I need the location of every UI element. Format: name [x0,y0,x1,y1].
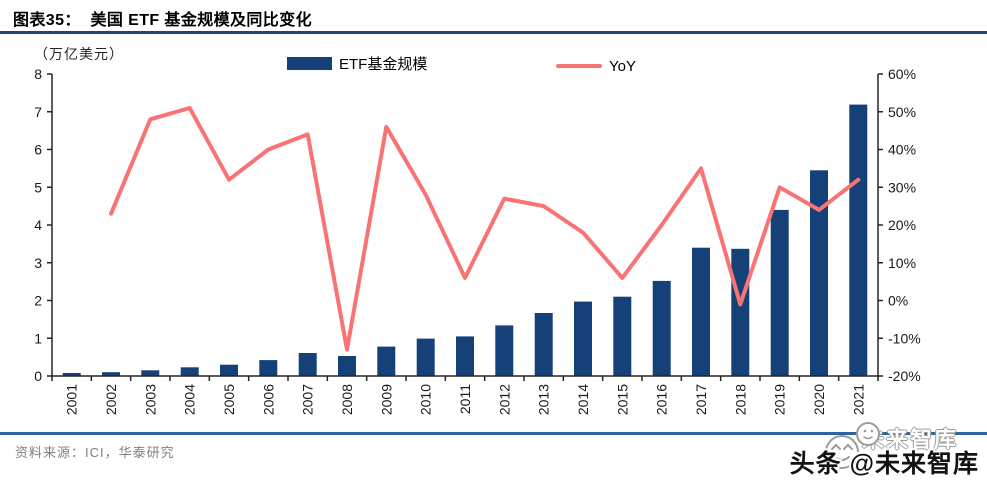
y-left-tick-label: 3 [34,255,42,271]
watermark-main-text: 头条 @未来智库 [789,450,979,478]
source-text: 资料来源：ICI，华泰研究 [15,445,175,460]
bar-2020 [810,170,828,376]
x-category-label: 2020 [811,384,827,415]
etf-combo-chart: 0 1 2 3 4 5 6 7 8 -20% -10% 0% 10% 20% 30% 40% 50% 60% 200… [34,66,921,415]
axis-unit-label: （万亿美元） [34,46,124,62]
y-left-tick-label: 4 [34,217,42,233]
x-category-label: 2011 [457,384,473,414]
x-category-label: 2021 [850,384,866,415]
x-category-label: 2019 [772,384,788,415]
legend-label-etf: ETF基金规模 [339,55,428,73]
bar-2009 [377,346,396,376]
chart-title: 图表35： 美国 ETF 基金规模及同比变化 [13,12,312,29]
x-category-label: 2002 [103,384,119,415]
y-right-tick-label: 60% [888,66,916,82]
bar-2021 [849,104,868,376]
y-left-tick-label: 6 [34,142,42,158]
x-category-label: 2006 [260,384,276,415]
y-right-tick-label: 10% [888,255,916,271]
bar-2013 [534,313,553,376]
bar-2012 [495,325,514,376]
bar-2014 [574,301,592,376]
bar-2015 [613,296,632,376]
x-category-label: 2010 [418,384,434,415]
y-right-tick-label: 50% [888,104,916,120]
bar-2007 [298,353,317,376]
legend-item-yoy: YoY [556,57,636,75]
y-right-tick-label: -10% [888,330,921,346]
legend-swatch-line-icon [556,64,602,68]
y-left-tick-label: 8 [34,66,42,82]
bar-2019 [770,209,789,376]
y-right-tick-label: 20% [888,217,916,233]
y-right-tick-label: 30% [888,179,916,195]
x-category-label: 2014 [575,384,591,415]
y-left-tick-label: 0 [34,368,42,384]
legend-item-etf: ETF基金规模 [287,55,428,73]
bar-2002 [102,372,120,376]
watermark: 未来智库 头条 @未来智库 [720,412,987,487]
y-left-tick-label: 5 [34,179,42,195]
x-category-label: 2008 [339,384,355,415]
x-category-label: 2009 [378,384,394,415]
x-category-label: 2016 [654,384,670,415]
bar-2008 [338,356,356,376]
bar-2004 [180,367,199,376]
x-category-label: 2007 [300,384,316,415]
x-category-label: 2015 [614,384,630,415]
bar-2011 [456,336,474,376]
legend-swatch-bar-icon [287,56,332,70]
x-category-label: 2013 [536,384,552,415]
x-category-label: 2001 [64,384,80,415]
x-category-label: 2018 [732,384,748,415]
bar-2016 [652,280,671,376]
title-rule [0,31,987,34]
y-left-tick-label: 2 [34,293,42,309]
bar-2018 [731,248,750,376]
y-left-tick-label: 1 [34,330,42,346]
y-right-tick-label: -20% [888,368,921,384]
y-left-tick-label: 7 [34,104,42,120]
smiley-logo-icon [825,422,880,469]
yoy-line [109,106,861,352]
footer-rule [0,432,987,435]
bar-2005 [220,364,238,376]
bar-2010 [416,338,435,376]
x-category-label: 2005 [221,384,237,415]
x-category-label: 2004 [182,384,198,415]
x-category-label: 2017 [693,384,709,415]
legend-label-yoy: YoY [609,57,636,75]
bar-2006 [259,360,278,376]
bar-2017 [692,247,710,376]
x-category-label: 2003 [142,384,158,415]
x-category-label: 2012 [496,384,512,415]
bar-2001 [62,373,81,376]
y-right-tick-label: 40% [888,142,916,158]
bar-2003 [141,370,160,376]
y-right-tick-label: 0% [888,293,908,309]
